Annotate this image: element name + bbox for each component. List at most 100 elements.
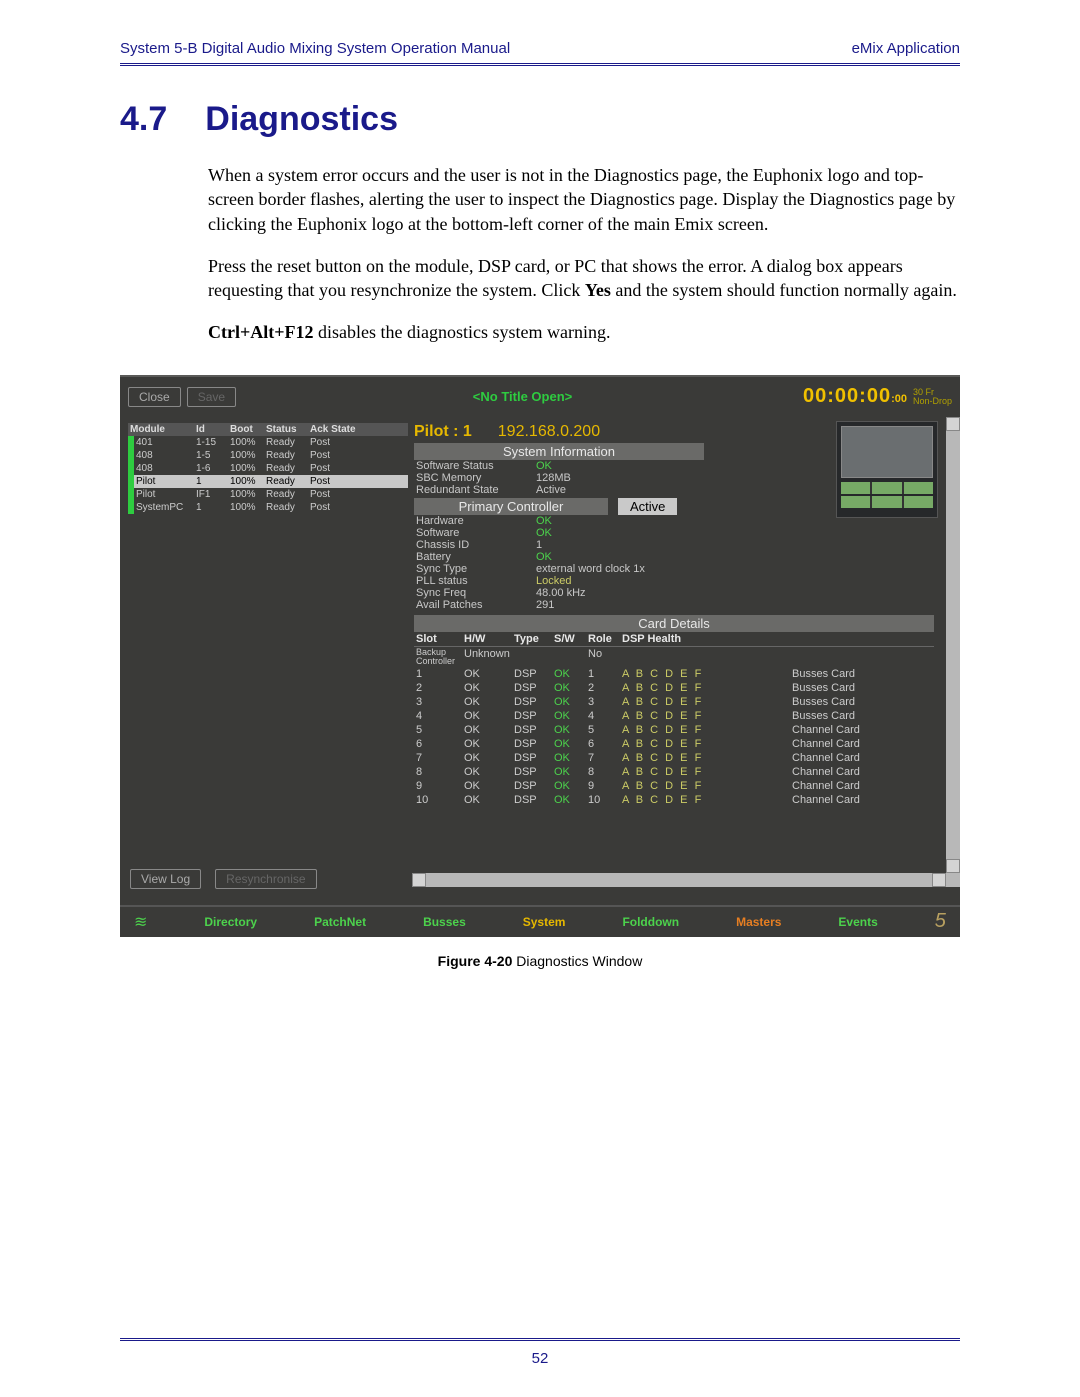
k-ch: Chassis ID — [414, 539, 534, 551]
card-row[interactable]: 1OKDSPOK1A B C D E FBusses Card — [414, 667, 934, 681]
nav-masters[interactable]: Masters — [736, 915, 781, 929]
k-hw: Hardware — [414, 515, 534, 527]
v-pll: Locked — [534, 575, 674, 587]
card-row-backup[interactable]: Backup Controller Unknown No — [414, 647, 934, 667]
horizontal-scrollbar[interactable] — [414, 873, 934, 883]
p3a: Ctrl+Alt+F12 — [208, 322, 314, 342]
v-ch: 1 — [534, 539, 674, 551]
view-log-button[interactable]: View Log — [130, 869, 201, 889]
header-right: eMix Application — [852, 40, 960, 57]
ch-dsp: DSP Health — [620, 632, 790, 646]
section-heading: 4.7 Diagnostics — [120, 100, 960, 139]
bk-role: No — [586, 647, 620, 667]
v-sbc: 128MB — [534, 472, 674, 484]
h-status: Status — [264, 423, 308, 436]
card-row[interactable]: 10OKDSPOK10A B C D E FChannel Card — [414, 793, 934, 807]
k-sf: Sync Freq — [414, 587, 534, 599]
active-badge: Active — [618, 498, 677, 515]
paragraph-3: Ctrl+Alt+F12 disables the diagnostics sy… — [208, 320, 960, 344]
h-module: Module — [128, 423, 194, 436]
figure-caption: Figure 4-20 Diagnostics Window — [120, 953, 960, 969]
v-red: Active — [534, 484, 674, 496]
timecode: 00:00:00:00 — [803, 385, 907, 408]
module-row[interactable]: 4081-5100%ReadyPost — [128, 449, 408, 462]
bk-desc — [790, 647, 900, 667]
section-number: 4.7 — [120, 100, 167, 138]
tc-main: 00:00:00 — [803, 385, 891, 407]
module-row[interactable]: PilotIF1100%ReadyPost — [128, 488, 408, 501]
close-button[interactable]: Close — [128, 387, 181, 407]
bottom-nav: ≋ Directory PatchNet Busses System Foldd… — [120, 905, 960, 937]
scroll-left-icon[interactable] — [414, 873, 426, 883]
resynchronise-button[interactable]: Resynchronise — [215, 869, 316, 889]
bk-type — [512, 647, 552, 667]
primary-controller-title: Primary Controller — [414, 498, 608, 515]
k-pll: PLL status — [414, 575, 534, 587]
paragraph-1: When a system error occurs and the user … — [208, 163, 960, 236]
module-row[interactable]: Pilot1100%ReadyPost — [128, 475, 408, 488]
page-number: 52 — [0, 1350, 1080, 1367]
v-sf: 48.00 kHz — [534, 587, 674, 599]
card-row[interactable]: 8OKDSPOK8A B C D E FChannel Card — [414, 765, 934, 779]
footer-rule — [120, 1338, 960, 1341]
k-sw: Software — [414, 527, 534, 539]
euphonix-logo-icon[interactable]: ≋ — [134, 912, 147, 932]
nav-directory[interactable]: Directory — [204, 915, 257, 929]
bk-hw: Unknown — [462, 647, 512, 667]
k-swstat: Software Status — [414, 460, 534, 472]
module-list: Module Id Boot Status Ack State 4011-151… — [120, 417, 412, 887]
card-row[interactable]: 4OKDSPOK4A B C D E FBusses Card — [414, 709, 934, 723]
card-row[interactable]: 2OKDSPOK2A B C D E FBusses Card — [414, 681, 934, 695]
section-title: Diagnostics — [205, 100, 398, 138]
nav-events[interactable]: Events — [838, 915, 877, 929]
info-panel: Pilot : 1 192.168.0.200 System Informati… — [412, 417, 960, 887]
v-swstat: OK — [534, 460, 674, 472]
ch-hw: H/W — [462, 632, 512, 646]
k-red: Redundant State — [414, 484, 534, 496]
timecode-meta: 30 Fr Non-Drop — [913, 388, 952, 406]
scroll-down-icon[interactable] — [946, 859, 960, 873]
nav-system[interactable]: System — [523, 915, 566, 929]
card-row[interactable]: 5OKDSPOK5A B C D E FChannel Card — [414, 723, 934, 737]
pilot-label: Pilot : 1 — [414, 423, 472, 441]
k-sbc: SBC Memory — [414, 472, 534, 484]
five-logo-icon[interactable]: 5 — [935, 910, 946, 933]
diagnostics-window: Close Save <No Title Open> 00:00:00:00 3… — [120, 375, 960, 937]
v-sw: OK — [534, 527, 674, 539]
ch-type: Type — [512, 632, 552, 646]
card-row[interactable]: 3OKDSPOK3A B C D E FBusses Card — [414, 695, 934, 709]
p2b: Yes — [585, 280, 611, 300]
header-rule — [120, 63, 960, 66]
nav-patchnet[interactable]: PatchNet — [314, 915, 366, 929]
h-boot: Boot — [228, 423, 264, 436]
title-open: <No Title Open> — [242, 389, 803, 404]
bk-sw — [552, 647, 586, 667]
fig-label: Figure 4-20 — [438, 953, 513, 969]
module-list-header: Module Id Boot Status Ack State — [128, 423, 408, 436]
module-row[interactable]: SystemPC1100%ReadyPost — [128, 501, 408, 514]
p2c: and the system should function normally … — [611, 280, 957, 300]
bk-slot: Backup Controller — [414, 647, 462, 667]
ch-slot: Slot — [414, 632, 462, 646]
card-row[interactable]: 7OKDSPOK7A B C D E FChannel Card — [414, 751, 934, 765]
nav-busses[interactable]: Busses — [423, 915, 466, 929]
v-ap: 291 — [534, 599, 674, 611]
card-details-title: Card Details — [414, 615, 934, 632]
v-hw: OK — [534, 515, 674, 527]
scroll-right-icon[interactable] — [932, 873, 934, 883]
device-thumbnail — [836, 421, 938, 518]
v-bat: OK — [534, 551, 674, 563]
k-ap: Avail Patches — [414, 599, 534, 611]
card-row[interactable]: 6OKDSPOK6A B C D E FChannel Card — [414, 737, 934, 751]
tc-frames: :00 — [891, 393, 907, 405]
h-id: Id — [194, 423, 228, 436]
vertical-scrollbar[interactable] — [946, 417, 960, 887]
module-row[interactable]: 4011-15100%ReadyPost — [128, 436, 408, 449]
save-button[interactable]: Save — [187, 387, 236, 407]
k-sync: Sync Type — [414, 563, 534, 575]
card-row[interactable]: 9OKDSPOK9A B C D E FChannel Card — [414, 779, 934, 793]
nav-folddown[interactable]: Folddown — [622, 915, 679, 929]
k-bat: Battery — [414, 551, 534, 563]
module-row[interactable]: 4081-6100%ReadyPost — [128, 462, 408, 475]
scroll-up-icon[interactable] — [946, 417, 960, 431]
